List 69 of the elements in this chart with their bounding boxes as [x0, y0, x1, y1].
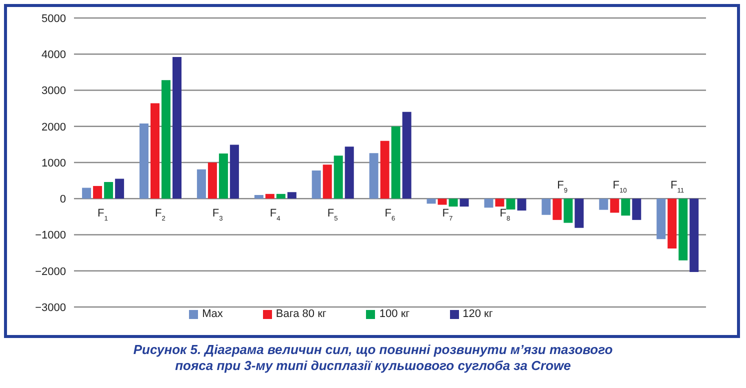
bar	[495, 198, 504, 207]
bar	[668, 198, 677, 248]
bar	[402, 112, 412, 199]
bar	[552, 198, 562, 220]
bar	[448, 198, 458, 207]
bar	[322, 164, 332, 199]
x-tick-label: F$_{8}$	[500, 208, 510, 222]
x-tick-label: F$_{4}$	[270, 208, 281, 222]
y-tick-label: 4000	[42, 49, 66, 62]
bar	[265, 194, 274, 199]
bar	[218, 153, 228, 199]
bar	[621, 198, 630, 216]
bar	[93, 186, 102, 199]
bar	[610, 198, 620, 213]
bar	[334, 156, 343, 199]
bar	[517, 198, 526, 211]
bar	[438, 198, 447, 205]
bar	[162, 80, 170, 199]
bar	[172, 57, 182, 199]
bar	[344, 146, 354, 199]
bar	[599, 198, 608, 210]
y-tick-label: −2000	[35, 266, 66, 278]
y-tick-label: 5000	[42, 12, 66, 25]
bar	[140, 123, 148, 199]
y-tick-label: 3000	[42, 85, 66, 98]
bar	[287, 192, 296, 199]
x-tick-label: F$_{6}$	[384, 208, 396, 222]
x-tick-label: F$_{2}$	[154, 208, 166, 222]
y-tick-label: 0	[60, 194, 66, 206]
x-tick-label: F$_{5}$	[327, 208, 338, 222]
bar	[254, 195, 264, 199]
bar	[208, 162, 217, 199]
text: Рисунок 5. Діаграма величин сил, що повинні розвинути м’язи тазового пояса при 3-му типі дисплазії кульшового суглоба за Crowe	[133, 342, 613, 373]
bar	[276, 194, 286, 199]
y-tick-label: 1000	[42, 157, 66, 170]
y-tick-label: −1000	[35, 230, 66, 242]
x-tick-label: F$_{3}$	[212, 208, 224, 222]
bar	[115, 178, 124, 199]
bar	[312, 170, 321, 199]
bar	[150, 103, 160, 199]
bar	[460, 198, 469, 207]
bar	[104, 182, 114, 199]
y-tick-label: 2000	[42, 121, 66, 134]
x-tick-label: F$_{11}$	[670, 180, 684, 194]
bar	[656, 198, 666, 240]
bar	[690, 198, 699, 272]
x-tick-label: F$_{7}$	[442, 208, 453, 222]
bar	[542, 198, 551, 215]
bar	[426, 198, 436, 204]
bar	[484, 198, 494, 208]
bar	[369, 153, 378, 199]
legend-label: Max	[202, 308, 223, 320]
bar	[82, 188, 92, 199]
legend-label: 100 кг	[379, 308, 410, 320]
bar	[632, 198, 642, 220]
bar	[564, 198, 573, 223]
bar	[196, 169, 206, 199]
bar	[230, 144, 239, 199]
bar	[391, 126, 400, 199]
bar	[506, 198, 516, 210]
bar	[380, 140, 390, 199]
x-tick-label: F$_{1}$	[98, 208, 108, 222]
legend-label: 120 кг	[462, 308, 493, 320]
x-tick-label: F$_{10}$	[612, 180, 628, 194]
y-tick-label: −3000	[35, 302, 66, 314]
bar	[574, 198, 584, 228]
bar	[678, 198, 688, 260]
legend-label: Вага 80 кг	[276, 308, 326, 320]
x-tick-label: F$_{9}$	[557, 180, 568, 194]
